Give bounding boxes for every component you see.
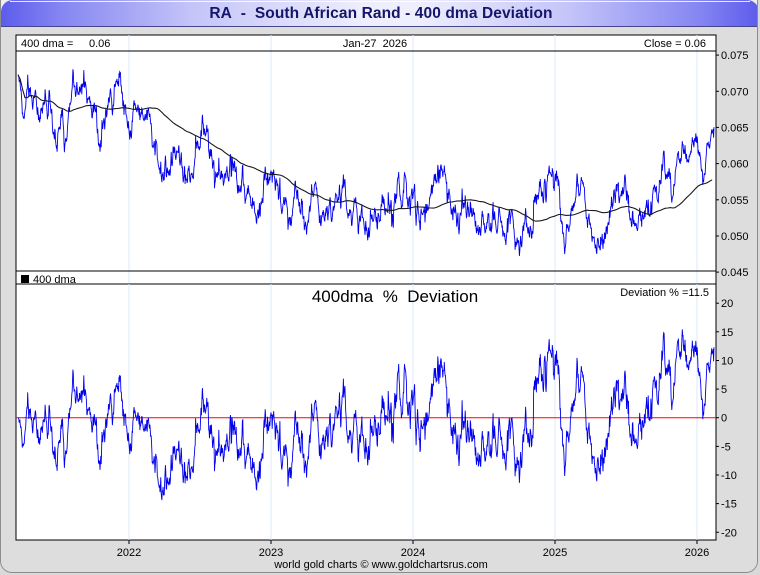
svg-text:2023: 2023: [259, 547, 283, 559]
svg-text:2026: 2026: [685, 547, 709, 559]
svg-text:2022: 2022: [117, 547, 141, 559]
svg-text:10: 10: [721, 356, 733, 368]
svg-text:0.060: 0.060: [721, 159, 749, 171]
svg-text:0.045: 0.045: [721, 267, 749, 279]
svg-text:0: 0: [721, 413, 727, 425]
svg-text:2024: 2024: [401, 547, 425, 559]
svg-text:0.065: 0.065: [721, 122, 749, 134]
svg-text:Close = 0.06: Close = 0.06: [644, 38, 706, 50]
svg-text:-15: -15: [721, 499, 737, 511]
svg-text:5: 5: [721, 384, 727, 396]
svg-text:15: 15: [721, 327, 733, 339]
svg-text:0.055: 0.055: [721, 195, 749, 207]
svg-text:-5: -5: [721, 441, 731, 453]
svg-text:0.06: 0.06: [89, 38, 110, 50]
svg-text:-20: -20: [721, 527, 737, 539]
svg-text:400dma % Deviation: 400dma % Deviation: [312, 287, 478, 306]
svg-text:20: 20: [721, 298, 733, 310]
svg-text:0.050: 0.050: [721, 231, 749, 243]
svg-text:400 dma =: 400 dma =: [21, 38, 73, 50]
svg-text:-10: -10: [721, 470, 737, 482]
svg-text:Jan-27 2026: Jan-27 2026: [343, 38, 407, 50]
svg-text:0.070: 0.070: [721, 86, 749, 98]
svg-text:0.075: 0.075: [721, 50, 749, 62]
svg-text:2025: 2025: [543, 547, 567, 559]
svg-text:Deviation % =11.5: Deviation % =11.5: [620, 287, 709, 299]
svg-text:world gold charts © www.goldch: world gold charts © www.goldchartsrus.co…: [273, 559, 488, 571]
